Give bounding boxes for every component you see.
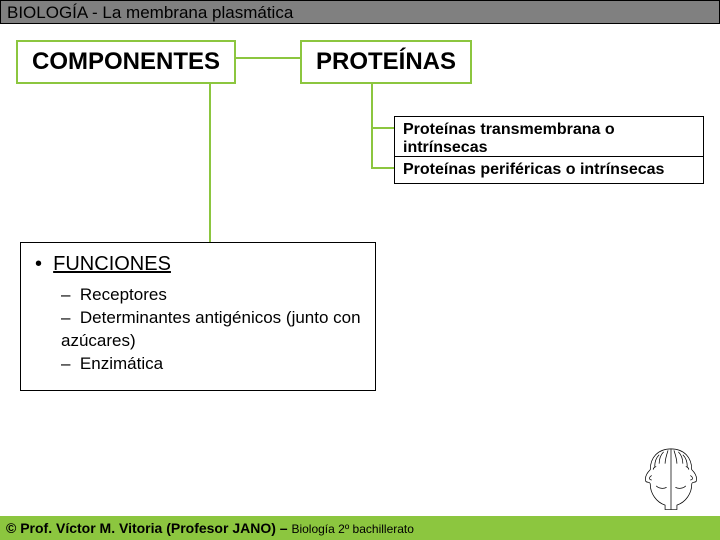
funciones-title-row: • FUNCIONES <box>35 253 361 276</box>
funciones-list: – Receptores – Determinantes antigénicos… <box>61 284 361 376</box>
node-perifericas-label: Proteínas periféricas o intrínsecas <box>403 161 664 178</box>
list-item-label: Determinantes antigénicos (junto con azú… <box>61 308 361 350</box>
footer-author: © Prof. Víctor M. Vitoria (Profesor JANO… <box>6 520 291 536</box>
connector-proteinas-sub1 <box>372 80 394 128</box>
funciones-bullet: • <box>35 253 42 275</box>
janus-head-icon <box>634 440 708 514</box>
node-componentes-label: COMPONENTES <box>32 48 220 75</box>
header-sep: - <box>87 3 102 22</box>
node-perifericas: Proteínas periféricas o intrínsecas <box>394 156 704 184</box>
node-proteinas-label: PROTEÍNAS <box>316 48 456 75</box>
node-transmembrana-label: Proteínas transmembrana o intrínsecas <box>403 121 615 156</box>
list-item: – Determinantes antigénicos (junto con a… <box>61 307 361 353</box>
node-proteinas: PROTEÍNAS <box>300 40 472 84</box>
footer-course-b: 2º bachillerato <box>335 522 414 536</box>
header-subject: BIOLOGÍA <box>7 3 87 22</box>
header-bar: BIOLOGÍA - La membrana plasmática <box>0 0 720 24</box>
list-item: – Enzimática <box>61 353 361 376</box>
header-topic: La membrana plasmática <box>102 3 293 22</box>
footer-bar: © Prof. Víctor M. Vitoria (Profesor JANO… <box>0 516 720 540</box>
funciones-box: • FUNCIONES – Receptores – Determinantes… <box>20 242 376 391</box>
connector-proteinas-sub2 <box>372 128 394 168</box>
list-item: – Receptores <box>61 284 361 307</box>
footer-course-a: Biología <box>291 522 334 536</box>
node-componentes: COMPONENTES <box>16 40 236 84</box>
list-item-label: Enzimática <box>80 354 163 373</box>
funciones-title: FUNCIONES <box>53 253 171 275</box>
list-item-label: Receptores <box>80 285 167 304</box>
